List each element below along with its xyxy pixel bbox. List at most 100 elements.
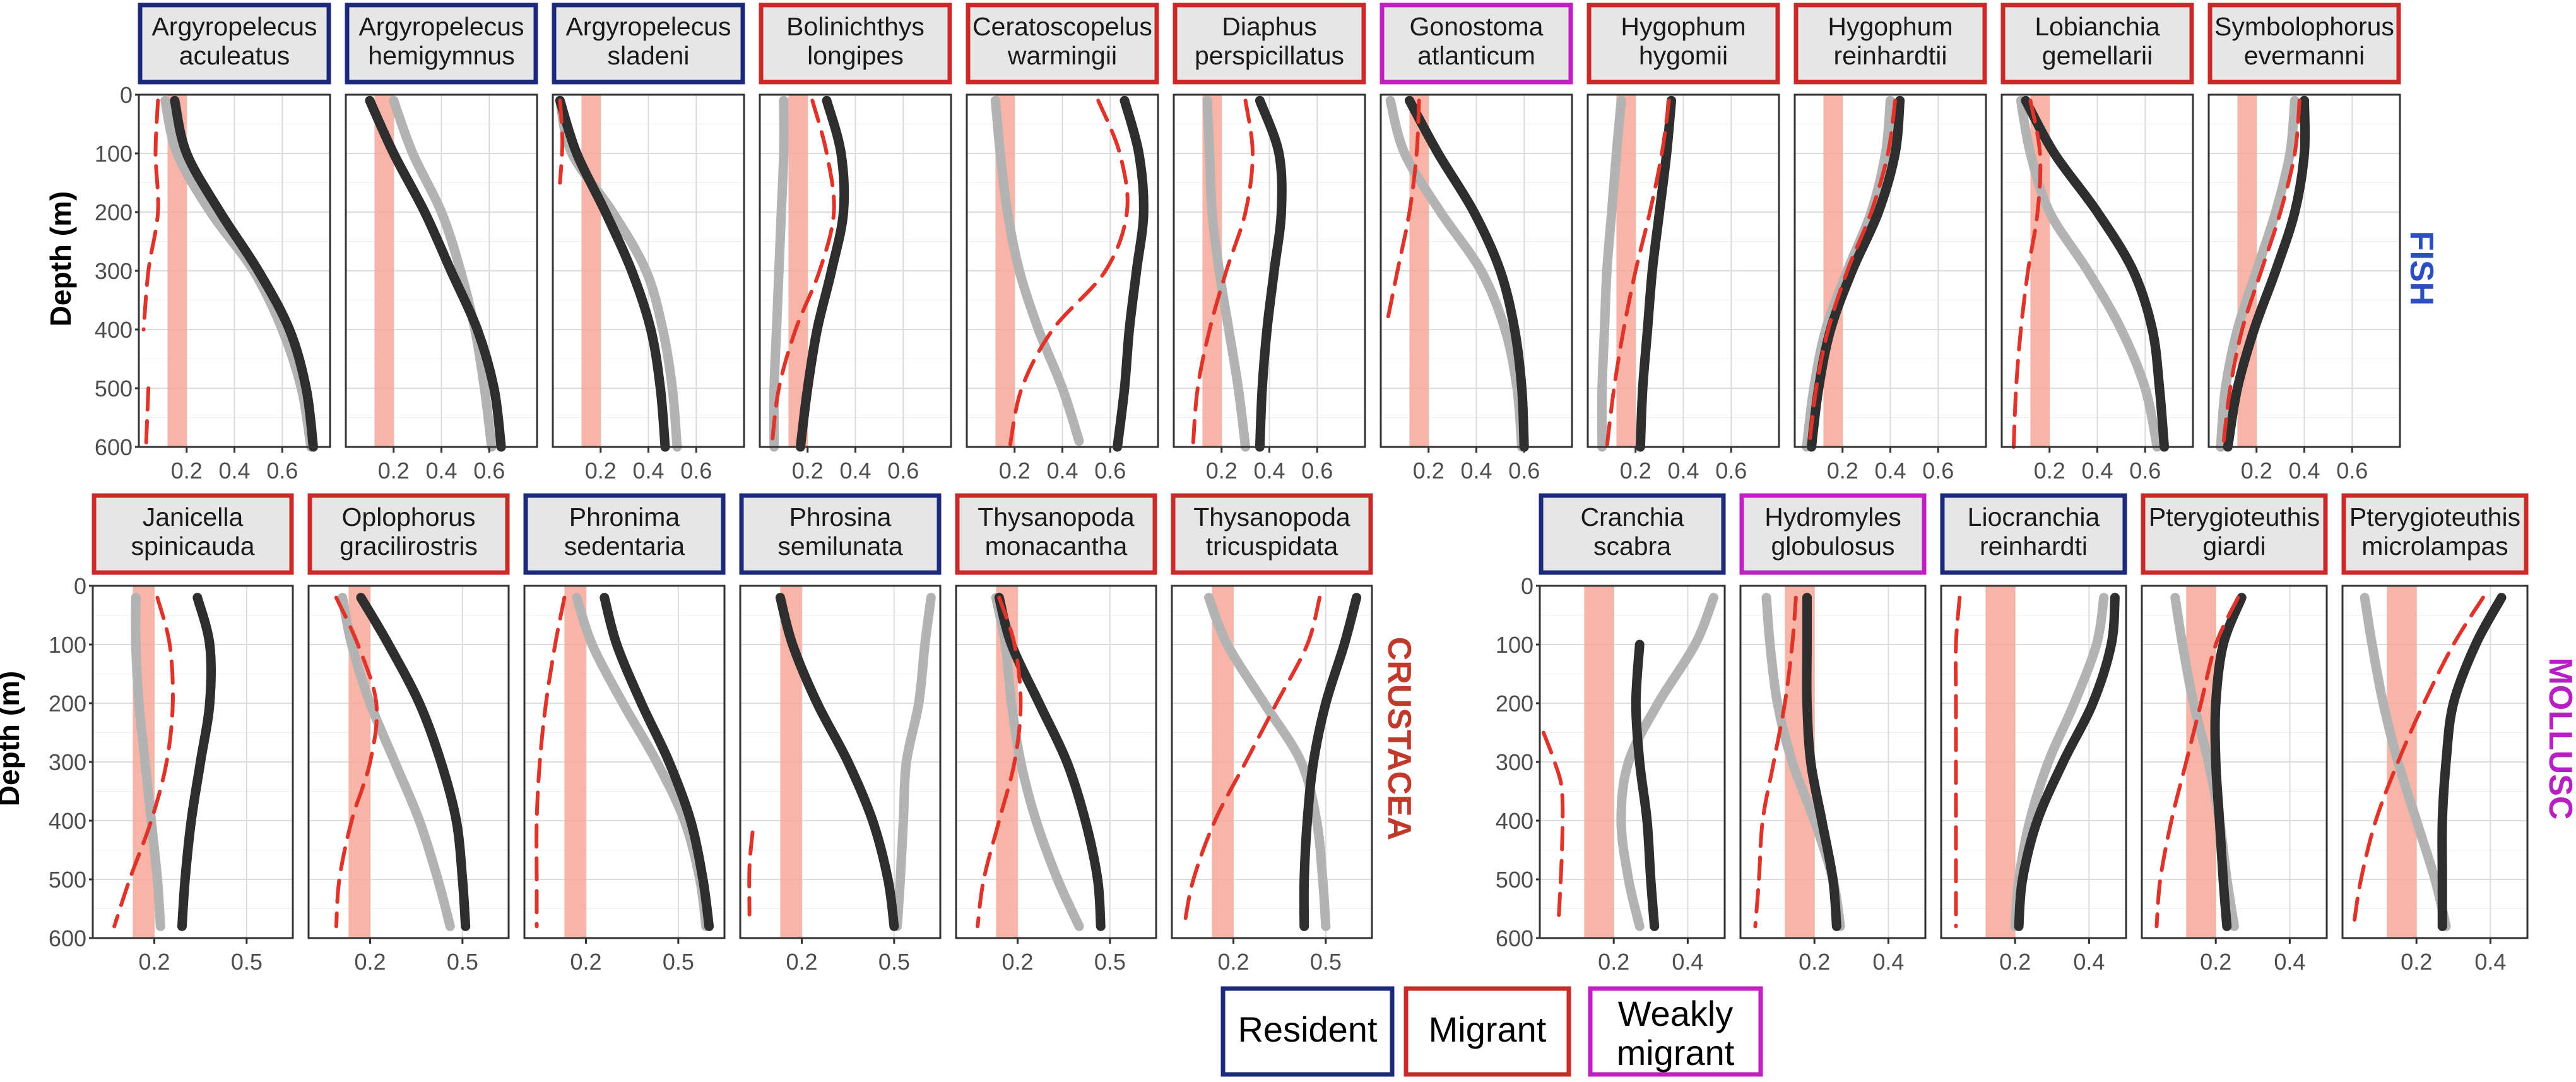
series-line-light <box>990 95 1084 446</box>
series-line-dark <box>1807 95 1905 452</box>
species-name: hygomii <box>1639 41 1728 70</box>
panel-border <box>2341 585 2529 939</box>
x-tick-label: 0.6 <box>2336 458 2368 484</box>
series-line-light <box>769 95 789 452</box>
y-tick-label: 100 <box>49 632 86 658</box>
panel-border <box>2141 585 2328 939</box>
species-name: Ceratoscopelus <box>972 12 1152 41</box>
species-name: reinhardtii <box>1833 41 1947 70</box>
x-tick-label: 0.5 <box>231 949 263 975</box>
series-line-dashed <box>1191 98 1255 449</box>
series-line-dark <box>1635 95 1677 452</box>
series-line-light <box>389 95 497 452</box>
series-line-light <box>1204 593 1331 931</box>
x-tick-label: 0.4 <box>1667 458 1699 484</box>
species-name: longipes <box>807 41 904 70</box>
x-tick-label: 0.4 <box>425 458 457 484</box>
x-tick-label: 0.2 <box>2034 458 2065 484</box>
species-name: Symbolophorus <box>2214 12 2394 41</box>
y-tick-label: 600 <box>49 925 86 951</box>
y-axis-title-fish: Depth (m) <box>44 191 77 327</box>
species-name: scabra <box>1593 532 1671 561</box>
strip-header <box>1739 493 1927 575</box>
species-name: Gonostoma <box>1410 12 1544 41</box>
x-tick-label: 0.2 <box>1598 949 1629 975</box>
x-tick-label: 0.2 <box>585 458 617 484</box>
series-line-dashed <box>1753 595 1798 929</box>
strip-header <box>1380 3 1573 85</box>
y-tick-label: 600 <box>1496 925 1533 951</box>
x-tick-label: 0.6 <box>1508 458 1540 484</box>
x-tick-label: 0.2 <box>378 458 410 484</box>
series-line-dashed <box>1605 98 1671 449</box>
x-tick-label: 0.2 <box>1799 949 1830 975</box>
strip-header <box>2000 3 2194 85</box>
species-name: microlampas <box>2361 532 2508 561</box>
x-tick-label: 0.4 <box>2288 458 2320 484</box>
species-name: Diaphus <box>1222 12 1316 41</box>
reference-band <box>1985 586 2016 938</box>
species-name: spinicauda <box>131 532 254 561</box>
series-line-dark <box>775 593 899 931</box>
y-tick-label: 400 <box>1496 808 1533 834</box>
x-tick-label: 0.6 <box>680 458 712 484</box>
x-tick-label: 0.2 <box>1999 949 2031 975</box>
x-tick-label: 0.2 <box>2401 949 2432 975</box>
x-tick-label: 0.4 <box>2081 458 2113 484</box>
strip-header <box>92 493 294 575</box>
species-name: Janicella <box>143 502 244 532</box>
strip-header <box>1171 493 1373 575</box>
y-tick-label: 200 <box>1496 691 1533 716</box>
series-line-dark <box>994 593 1106 931</box>
y-tick-label: 300 <box>49 749 86 775</box>
x-tick-label: 0.5 <box>447 949 478 975</box>
series-line-dashed <box>1807 98 1898 449</box>
x-tick-label: 0.2 <box>570 949 602 975</box>
x-tick-label: 0.2 <box>786 949 818 975</box>
y-tick-label: 100 <box>95 141 133 167</box>
x-tick-label: 0.2 <box>355 949 386 975</box>
x-tick-label: 0.4 <box>2474 949 2506 975</box>
strip-header <box>739 493 942 575</box>
series-line-dark <box>1113 95 1149 452</box>
y-tick-label: 600 <box>95 434 133 460</box>
series-line-dark <box>170 95 318 452</box>
species-name: Hygophum <box>1621 12 1746 41</box>
panels-layer: 0100200300400500600Argyropelecusaculeatu… <box>49 3 2529 975</box>
x-tick-label: 0.5 <box>1310 949 1342 975</box>
series-line-dark <box>2437 593 2507 931</box>
x-tick-label: 0.4 <box>2073 949 2105 975</box>
strip-header <box>523 493 726 575</box>
strip-header <box>966 3 1159 85</box>
species-name: atlanticum <box>1417 41 1535 70</box>
species-name: Argyropelecus <box>565 12 731 41</box>
x-tick-label: 0.6 <box>1922 458 1954 484</box>
species-name: Phrosina <box>789 502 892 532</box>
legend: Resident Migrant Weakly migrant <box>1220 986 1763 1077</box>
series-line-dashed <box>2351 595 2485 929</box>
legend-label-migrant: Migrant <box>1429 1009 1547 1049</box>
strip-header <box>1940 493 2127 575</box>
species-name: gemellarii <box>2042 41 2153 70</box>
x-tick-label: 0.4 <box>1672 949 1703 975</box>
series-line-dark <box>1299 593 1362 931</box>
series-line-dark <box>1631 639 1660 931</box>
x-tick-label: 0.4 <box>1872 949 1904 975</box>
series-line-dark <box>555 95 670 452</box>
series-line-light <box>1385 95 1527 452</box>
legend-box-weakly-migrant <box>1588 986 1763 1077</box>
x-tick-label: 0.6 <box>1094 458 1126 484</box>
x-tick-label: 0.6 <box>1715 458 1747 484</box>
y-tick-label: 500 <box>49 867 86 893</box>
